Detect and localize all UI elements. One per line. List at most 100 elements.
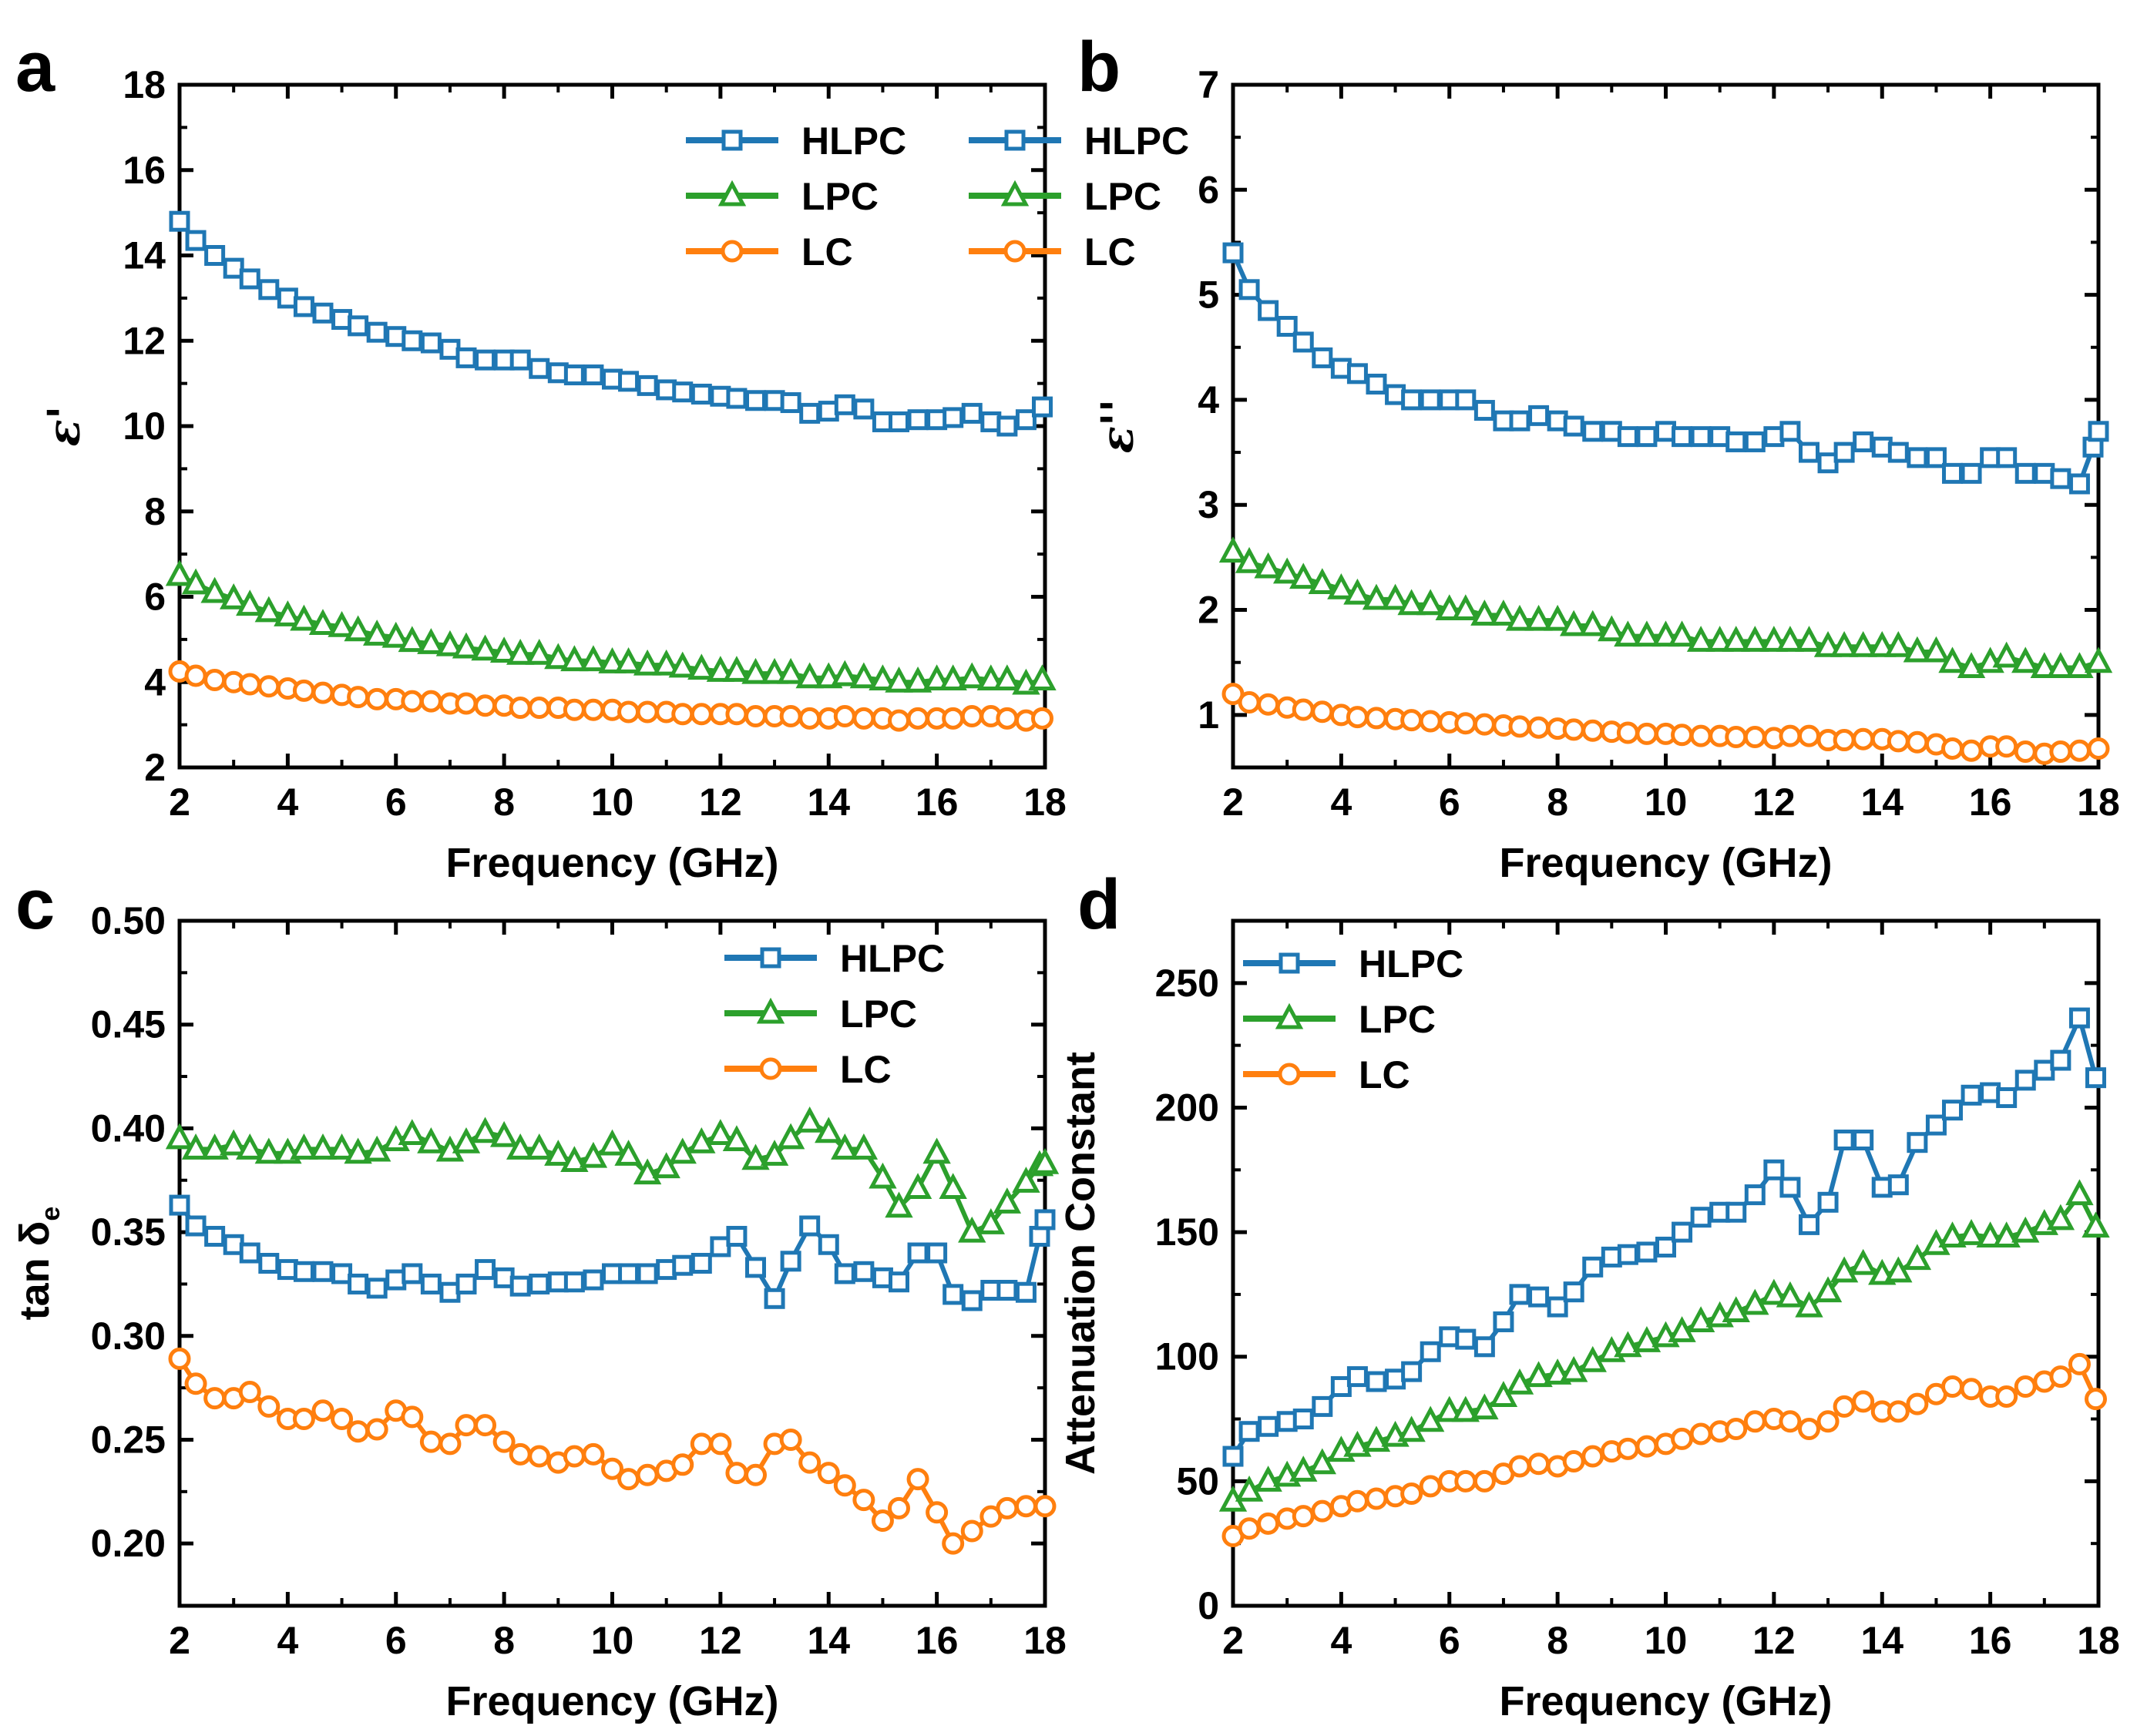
series-line-hlpc bbox=[177, 220, 1044, 428]
data-point-lpc bbox=[668, 1137, 697, 1164]
data-point-hlpc bbox=[1015, 1281, 1037, 1303]
series-lc bbox=[1221, 683, 2110, 765]
x-tick-label: 18 bbox=[1023, 781, 1067, 824]
data-point-lpc bbox=[1957, 652, 1986, 679]
data-point-lpc bbox=[1868, 630, 1897, 657]
data-point-hlpc bbox=[618, 371, 640, 392]
data-point-hlpc bbox=[509, 349, 531, 371]
data-point-lc bbox=[1906, 1392, 1929, 1415]
legend-item-lc: LC bbox=[969, 230, 1136, 274]
x-tick-label: 14 bbox=[807, 1619, 850, 1662]
data-point-hlpc bbox=[1941, 1100, 1963, 1121]
data-point-lpc bbox=[165, 559, 194, 586]
data-point-lc bbox=[563, 698, 586, 721]
x-tick-label: 4 bbox=[277, 1619, 298, 1662]
data-point-lc bbox=[1419, 710, 1442, 733]
data-point-hlpc bbox=[1034, 1209, 1056, 1231]
data-point-lc bbox=[455, 1414, 478, 1437]
data-point-lc bbox=[636, 700, 659, 724]
data-point-lpc bbox=[1308, 1448, 1336, 1475]
data-point-lc bbox=[1527, 716, 1551, 739]
data-point-lc bbox=[709, 1432, 732, 1456]
data-point-lc bbox=[1833, 1395, 1856, 1418]
legend-label: LPC bbox=[840, 992, 917, 1036]
data-point-lpc bbox=[885, 1191, 913, 1218]
data-point-lc bbox=[365, 1418, 388, 1441]
data-point-lpc bbox=[1776, 626, 1805, 652]
data-point-lc bbox=[184, 664, 207, 687]
data-point-lpc bbox=[1030, 1147, 1060, 1174]
data-point-lpc bbox=[1992, 641, 2021, 668]
data-point-hlpc bbox=[690, 1253, 712, 1274]
data-point-lc bbox=[1743, 725, 1766, 748]
data-point-lpc bbox=[1759, 626, 1789, 652]
data-point-hlpc bbox=[1420, 389, 1441, 411]
data-point-lc bbox=[1995, 1385, 2018, 1408]
series-lc bbox=[1221, 1352, 2107, 1547]
data-point-lc bbox=[996, 1496, 1019, 1519]
data-point-lc bbox=[2068, 1352, 2091, 1375]
data-point-hlpc bbox=[1655, 1236, 1676, 1258]
data-point-lpc bbox=[1289, 562, 1318, 589]
data-point-lpc bbox=[274, 600, 302, 626]
data-point-hlpc bbox=[258, 1253, 280, 1274]
data-point-hlpc bbox=[888, 411, 909, 432]
data-point-hlpc bbox=[1833, 442, 1855, 463]
data-point-hlpc bbox=[1617, 1244, 1638, 1265]
data-point-lpc bbox=[579, 645, 608, 672]
legend-marker bbox=[759, 1057, 782, 1080]
data-point-lc bbox=[1797, 1417, 1820, 1440]
data-point-lpc bbox=[831, 660, 859, 687]
data-point-hlpc bbox=[637, 1263, 658, 1284]
x-tick-label: 16 bbox=[916, 1619, 959, 1662]
data-point-lc bbox=[725, 1462, 748, 1485]
data-point-hlpc bbox=[853, 398, 875, 420]
data-point-lc bbox=[1473, 713, 1496, 736]
data-point-lc bbox=[2084, 1388, 2107, 1411]
legend-item-hlpc: HLPC bbox=[969, 119, 1189, 163]
x-tick-label: 12 bbox=[699, 1619, 742, 1662]
x-tick-label: 12 bbox=[699, 781, 742, 824]
data-point-lc bbox=[2014, 1375, 2037, 1399]
legend-marker bbox=[760, 947, 781, 969]
data-point-lc bbox=[1940, 737, 1964, 760]
data-point-hlpc bbox=[961, 402, 983, 424]
data-point-lpc bbox=[1559, 1355, 1588, 1382]
data-point-hlpc bbox=[1528, 405, 1550, 426]
data-point-lpc bbox=[1632, 1326, 1662, 1352]
data-point-lpc bbox=[200, 1133, 229, 1160]
data-point-lpc bbox=[1381, 583, 1410, 610]
data-point-lc bbox=[1635, 722, 1658, 745]
data-point-lpc bbox=[1598, 615, 1626, 642]
x-tick-label: 2 bbox=[169, 1619, 190, 1662]
y-tick-label: 50 bbox=[1176, 1459, 1219, 1503]
data-point-lc bbox=[833, 1474, 856, 1497]
data-point-lc bbox=[725, 703, 748, 726]
data-point-lc bbox=[365, 687, 388, 710]
data-point-lpc bbox=[1470, 599, 1499, 626]
data-point-lc bbox=[509, 696, 532, 719]
data-point-lc bbox=[1292, 698, 1315, 721]
data-point-lpc bbox=[652, 1152, 680, 1179]
data-point-lpc bbox=[831, 1133, 859, 1160]
x-tick-label: 4 bbox=[1330, 781, 1352, 824]
data-point-lpc bbox=[815, 1116, 843, 1143]
data-point-hlpc bbox=[1725, 431, 1747, 452]
data-point-lpc bbox=[1686, 1306, 1715, 1332]
series-hlpc bbox=[1222, 242, 2109, 495]
data-point-hlpc bbox=[420, 332, 442, 354]
data-point-lc bbox=[292, 1408, 315, 1431]
data-point-hlpc bbox=[1401, 389, 1423, 411]
data-point-lpc bbox=[308, 1133, 338, 1160]
panel-c: c 2 4 6 8 10 12 14 16 18 0.20 0.25 0.30 0.35 0.40 0.45… bbox=[12, 865, 1067, 1724]
data-point-hlpc bbox=[853, 1261, 875, 1282]
data-point-lc bbox=[798, 707, 822, 730]
data-point-hlpc bbox=[1292, 331, 1314, 353]
data-point-lc bbox=[1400, 1482, 1423, 1506]
data-point-hlpc bbox=[1493, 1311, 1514, 1332]
legend-marker bbox=[1278, 1063, 1301, 1086]
data-point-lpc bbox=[1813, 1276, 1843, 1303]
data-point-lpc bbox=[869, 1162, 897, 1189]
data-point-lc bbox=[1940, 1375, 1964, 1399]
data-point-lpc bbox=[1489, 1381, 1518, 1407]
